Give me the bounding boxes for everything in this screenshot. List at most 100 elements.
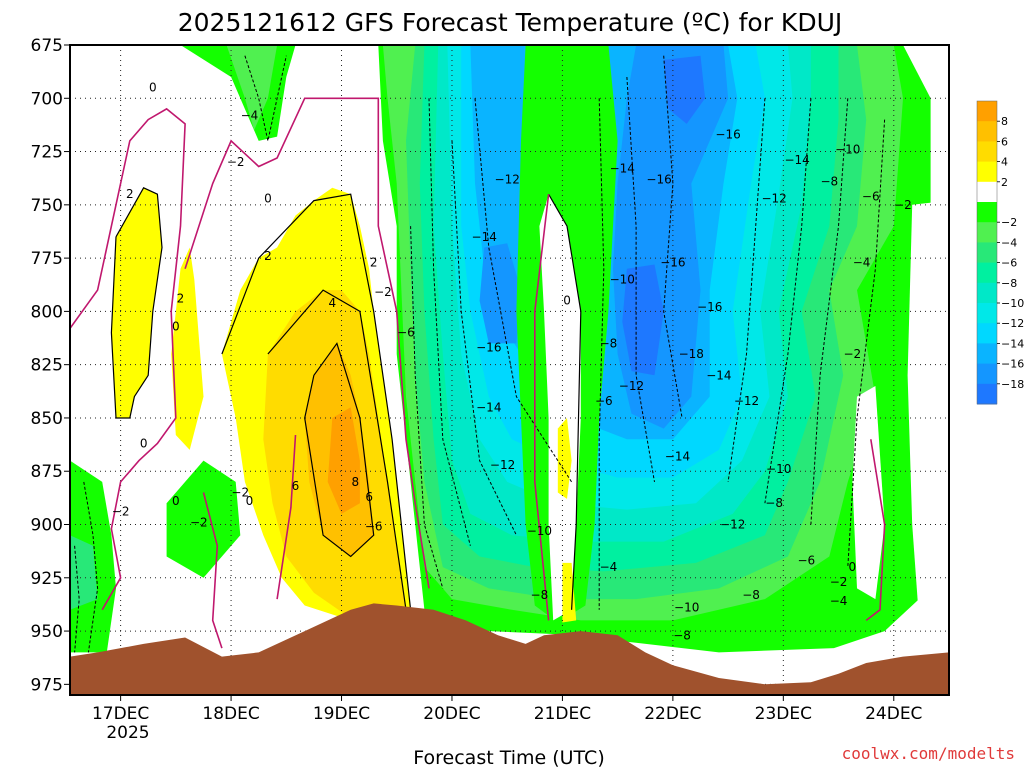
isotherm-solid xyxy=(221,193,412,610)
isotherm-dashed xyxy=(474,98,573,483)
x-axis-year-label: 2025 xyxy=(106,723,149,743)
y-tick-label: 850 xyxy=(31,409,63,429)
svg-text:−2: −2 xyxy=(844,347,862,361)
isotherm-solid xyxy=(110,187,163,419)
svg-text:−14: −14 xyxy=(476,400,501,414)
svg-text:−12: −12 xyxy=(734,394,759,408)
temp-band-t2 xyxy=(852,386,885,600)
x-tick-label: 23DEC xyxy=(755,704,812,724)
isotherm-zero xyxy=(533,194,550,621)
isotherm-solid xyxy=(267,289,407,610)
svg-text:−2: −2 xyxy=(227,155,245,169)
contour-label: −12 xyxy=(619,379,644,393)
colorbar-swatch xyxy=(977,121,997,142)
contour-label: 0 xyxy=(563,294,571,308)
contour-label: −4 xyxy=(600,560,618,574)
contour-label: −4 xyxy=(853,255,871,269)
contour-label: −8 xyxy=(765,496,783,510)
svg-text:0: 0 xyxy=(172,319,180,333)
isotherm-zero xyxy=(276,434,297,600)
contour-label: 2 xyxy=(264,249,272,263)
contour-label: −4 xyxy=(830,594,848,608)
y-tick-label: 900 xyxy=(31,516,63,536)
contour-label: 0 xyxy=(149,81,157,95)
isotherm-dashed xyxy=(244,55,287,142)
contour-label: −14 xyxy=(784,153,809,167)
contour-label: −16 xyxy=(646,172,671,186)
contour-label: −2 xyxy=(374,285,392,299)
colorbar-label: −10 xyxy=(1001,297,1024,310)
y-tick-label: 925 xyxy=(31,569,63,589)
svg-text:−18: −18 xyxy=(679,347,704,361)
contour-label: −2 xyxy=(844,347,862,361)
y-tick-label: 825 xyxy=(31,356,63,376)
colorbar-label: −16 xyxy=(1001,358,1024,371)
svg-text:−16: −16 xyxy=(476,341,501,355)
contour-label: −14 xyxy=(665,449,690,463)
y-tick-label: 700 xyxy=(31,89,63,109)
svg-text:2: 2 xyxy=(126,187,134,201)
svg-text:6: 6 xyxy=(365,490,373,504)
temp-band-m20 xyxy=(622,264,664,376)
y-tick-label: 675 xyxy=(31,36,63,56)
contour-label: −8 xyxy=(673,628,691,642)
colorbar-swatch xyxy=(977,202,997,223)
svg-text:2: 2 xyxy=(370,255,378,269)
isotherm-dashed xyxy=(428,98,471,546)
colorbar-swatch xyxy=(977,222,997,243)
contour-label: −6 xyxy=(797,554,815,568)
isotherm-dashed xyxy=(626,76,655,482)
contour-label: −2 xyxy=(112,505,130,519)
svg-text:−16: −16 xyxy=(715,128,740,142)
contour-label: 0 xyxy=(140,437,148,451)
isotherm-dashed xyxy=(451,140,517,536)
contour-label: −2 xyxy=(190,515,208,529)
contour-label: −16 xyxy=(697,300,722,314)
colorbar-swatch xyxy=(977,101,997,122)
svg-text:0: 0 xyxy=(246,494,254,508)
contour-label: −4 xyxy=(241,108,259,122)
credit-link[interactable]: coolwx.com/modelts xyxy=(842,744,1015,763)
isotherm-zero xyxy=(70,107,186,611)
contour-label: −8 xyxy=(820,174,838,188)
svg-text:0: 0 xyxy=(172,494,180,508)
svg-text:0: 0 xyxy=(149,81,157,95)
contour-label: 0 xyxy=(172,494,180,508)
colorbar-swatch xyxy=(977,262,997,284)
colorbar-label: 4 xyxy=(1001,156,1008,169)
contour-label: −6 xyxy=(595,394,613,408)
terrain-fill xyxy=(70,603,949,695)
svg-text:−12: −12 xyxy=(619,379,644,393)
svg-text:−2: −2 xyxy=(830,575,848,589)
y-tick-label: 800 xyxy=(31,302,63,322)
temp-band-m6 xyxy=(70,535,98,610)
svg-text:−14: −14 xyxy=(784,153,809,167)
svg-text:−12: −12 xyxy=(761,191,786,205)
svg-text:0: 0 xyxy=(563,294,571,308)
svg-text:−16: −16 xyxy=(646,172,671,186)
contour-label: −10 xyxy=(610,272,635,286)
contour-label: −12 xyxy=(490,458,515,472)
colorbar-swatch xyxy=(977,343,997,365)
svg-text:−10: −10 xyxy=(674,601,699,615)
contour-label: 4 xyxy=(328,296,336,310)
colorbar: 8 6 4 2 −2 −4 −6 −8 −10 −12 −14 −16 −18 xyxy=(976,100,1024,405)
contour-label: −6 xyxy=(397,326,415,340)
contour-label: 6 xyxy=(365,490,373,504)
contour-label: 2 xyxy=(177,292,185,306)
svg-text:−6: −6 xyxy=(862,189,880,203)
contour-label: −12 xyxy=(761,191,786,205)
svg-text:−14: −14 xyxy=(610,162,635,176)
svg-text:−2: −2 xyxy=(894,198,912,212)
svg-text:−4: −4 xyxy=(853,255,871,269)
svg-text:−12: −12 xyxy=(495,172,520,186)
temp-band-t4 xyxy=(111,187,162,418)
plot-frame xyxy=(69,44,950,696)
contour-label: −14 xyxy=(610,162,635,176)
contour-label: −10 xyxy=(766,462,791,476)
contour-label: 2 xyxy=(370,255,378,269)
svg-text:−14: −14 xyxy=(665,449,690,463)
colorbar-label: 6 xyxy=(1001,135,1008,148)
svg-text:−16: −16 xyxy=(697,300,722,314)
colorbar-label: −14 xyxy=(1001,337,1024,350)
